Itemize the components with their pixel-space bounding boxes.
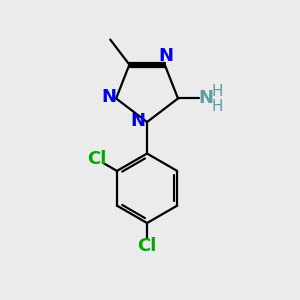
- Text: H: H: [212, 84, 223, 99]
- Text: Cl: Cl: [87, 150, 106, 168]
- Text: N: N: [101, 88, 116, 106]
- Text: H: H: [212, 99, 223, 114]
- Text: N: N: [131, 112, 146, 130]
- Text: N: N: [198, 89, 213, 107]
- Text: N: N: [159, 47, 174, 65]
- Text: Cl: Cl: [137, 237, 157, 255]
